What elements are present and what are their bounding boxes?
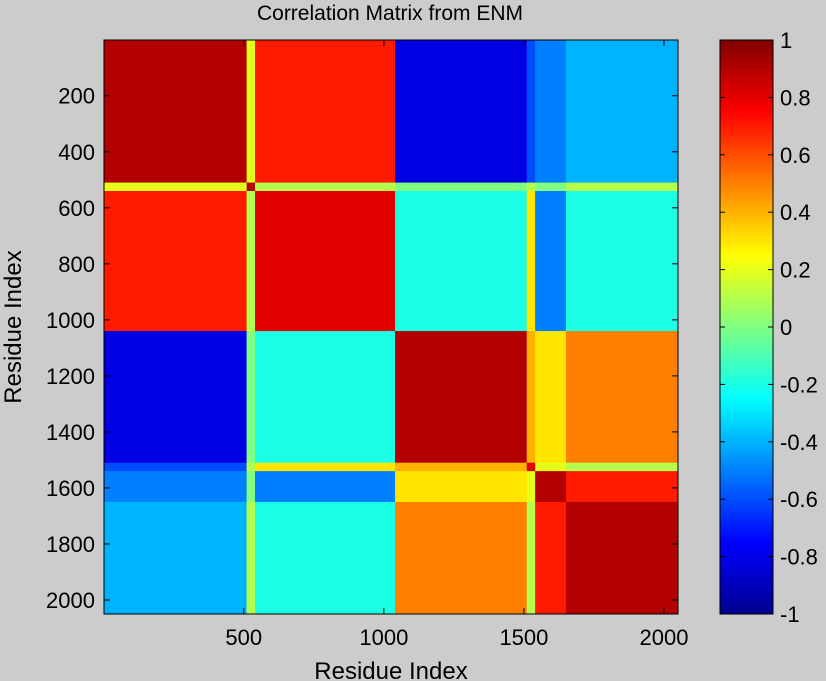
x-tick-label: 1500 [499,625,548,650]
heatmap-cell [104,471,248,503]
heatmap-cell [535,331,567,464]
y-tick-label: 1200 [46,364,95,389]
heatmap-cell [526,462,536,472]
heatmap-cell [104,40,248,184]
x-tick-label: 1000 [359,625,408,650]
y-axis: 200 400 600 800 1000 1200 1400 1600 1800 2000 [46,84,678,613]
heatmap-cell [565,190,679,332]
heatmap-cell [535,471,567,503]
colorbar-axis: 1 0.8 0.6 0.4 0.2 0 -0.2 -0.4 -0.6 -0.8 -1 [720,28,818,627]
heatmap-cell [246,462,256,472]
heatmap-cell [526,331,536,464]
heatmap-cell [565,331,679,464]
heatmap-cell [104,182,248,192]
colorbar-tick-label: 0 [780,315,792,340]
heatmap-cell [565,501,679,615]
heatmap-cell [395,182,528,192]
heatmap-cell [246,40,256,184]
colorbar [719,39,774,615]
colorbar-tick-label: 1 [780,28,792,53]
heatmap-cell [246,471,256,503]
heatmap-cell [565,471,679,503]
heatmap-cell [246,182,256,192]
heatmap-cell [395,331,528,464]
y-tick-label: 200 [58,84,95,109]
heatmap-cell [565,182,679,192]
heatmap-cell [104,190,248,332]
heatmap-cell [254,331,396,464]
heatmap-cell [565,40,679,184]
x-tick-label: 2000 [640,625,689,650]
y-tick-label: 1800 [46,532,95,557]
heatmap-cell [535,40,567,184]
colorbar-tick-label: -0.4 [780,430,818,455]
colorbar-tick-label: -0.2 [780,372,818,397]
x-axis-label: Residue Index [314,658,467,681]
heatmap-cell [395,462,528,472]
y-tick-label: 1600 [46,476,95,501]
heatmap-cell [254,182,396,192]
heatmap-cell [254,190,396,332]
heatmap-cell [395,40,528,184]
chart-title: Correlation Matrix from ENM [257,2,523,25]
heatmap-cell [526,182,536,192]
colorbar-tick-label: 0.4 [780,200,811,225]
y-axis-label: Residue Index [0,250,27,403]
heatmap-cell [565,462,679,472]
x-tick-label: 500 [225,625,262,650]
heatmap-cell [535,190,567,332]
heatmap-cell [535,462,567,472]
heatmap-cell [526,40,536,184]
colorbar-tick-label: 0.2 [780,258,811,283]
heatmap-cell [246,331,256,464]
colorbar-tick-label: -0.8 [780,545,818,570]
heatmap-cell [254,471,396,503]
y-tick-label: 1400 [46,420,95,445]
heatmap-cell [254,501,396,615]
colorbar-tick-label: -1 [780,602,800,627]
colorbar-tick-label: -0.6 [780,487,818,512]
colorbar-tick-label: 0.6 [780,143,811,168]
heatmap-cell [246,190,256,332]
heatmap-cell [526,190,536,332]
heatmap-cell [254,40,396,184]
heatmap-cell [395,501,528,615]
heatmap-cell [246,501,256,615]
heatmap-cell [395,471,528,503]
colorbar-tick-label: 0.8 [780,85,811,110]
heatmap-cell [104,462,248,472]
heatmap-cell [254,462,396,472]
heatmap-cell [395,190,528,332]
heatmap-cell [104,501,248,615]
heatmap-cell [104,331,248,464]
heatmap [104,40,679,615]
plot-frame [103,39,679,615]
y-tick-label: 800 [58,252,95,277]
heatmap-cell [526,471,536,503]
x-axis: 500 1000 1500 2000 [225,40,688,650]
heatmap-cell [535,182,567,192]
y-tick-label: 1000 [46,308,95,333]
y-tick-label: 400 [58,140,95,165]
y-tick-label: 2000 [46,588,95,613]
y-tick-label: 600 [58,196,95,221]
heatmap-cell [535,501,567,615]
heatmap-cell [526,501,536,615]
